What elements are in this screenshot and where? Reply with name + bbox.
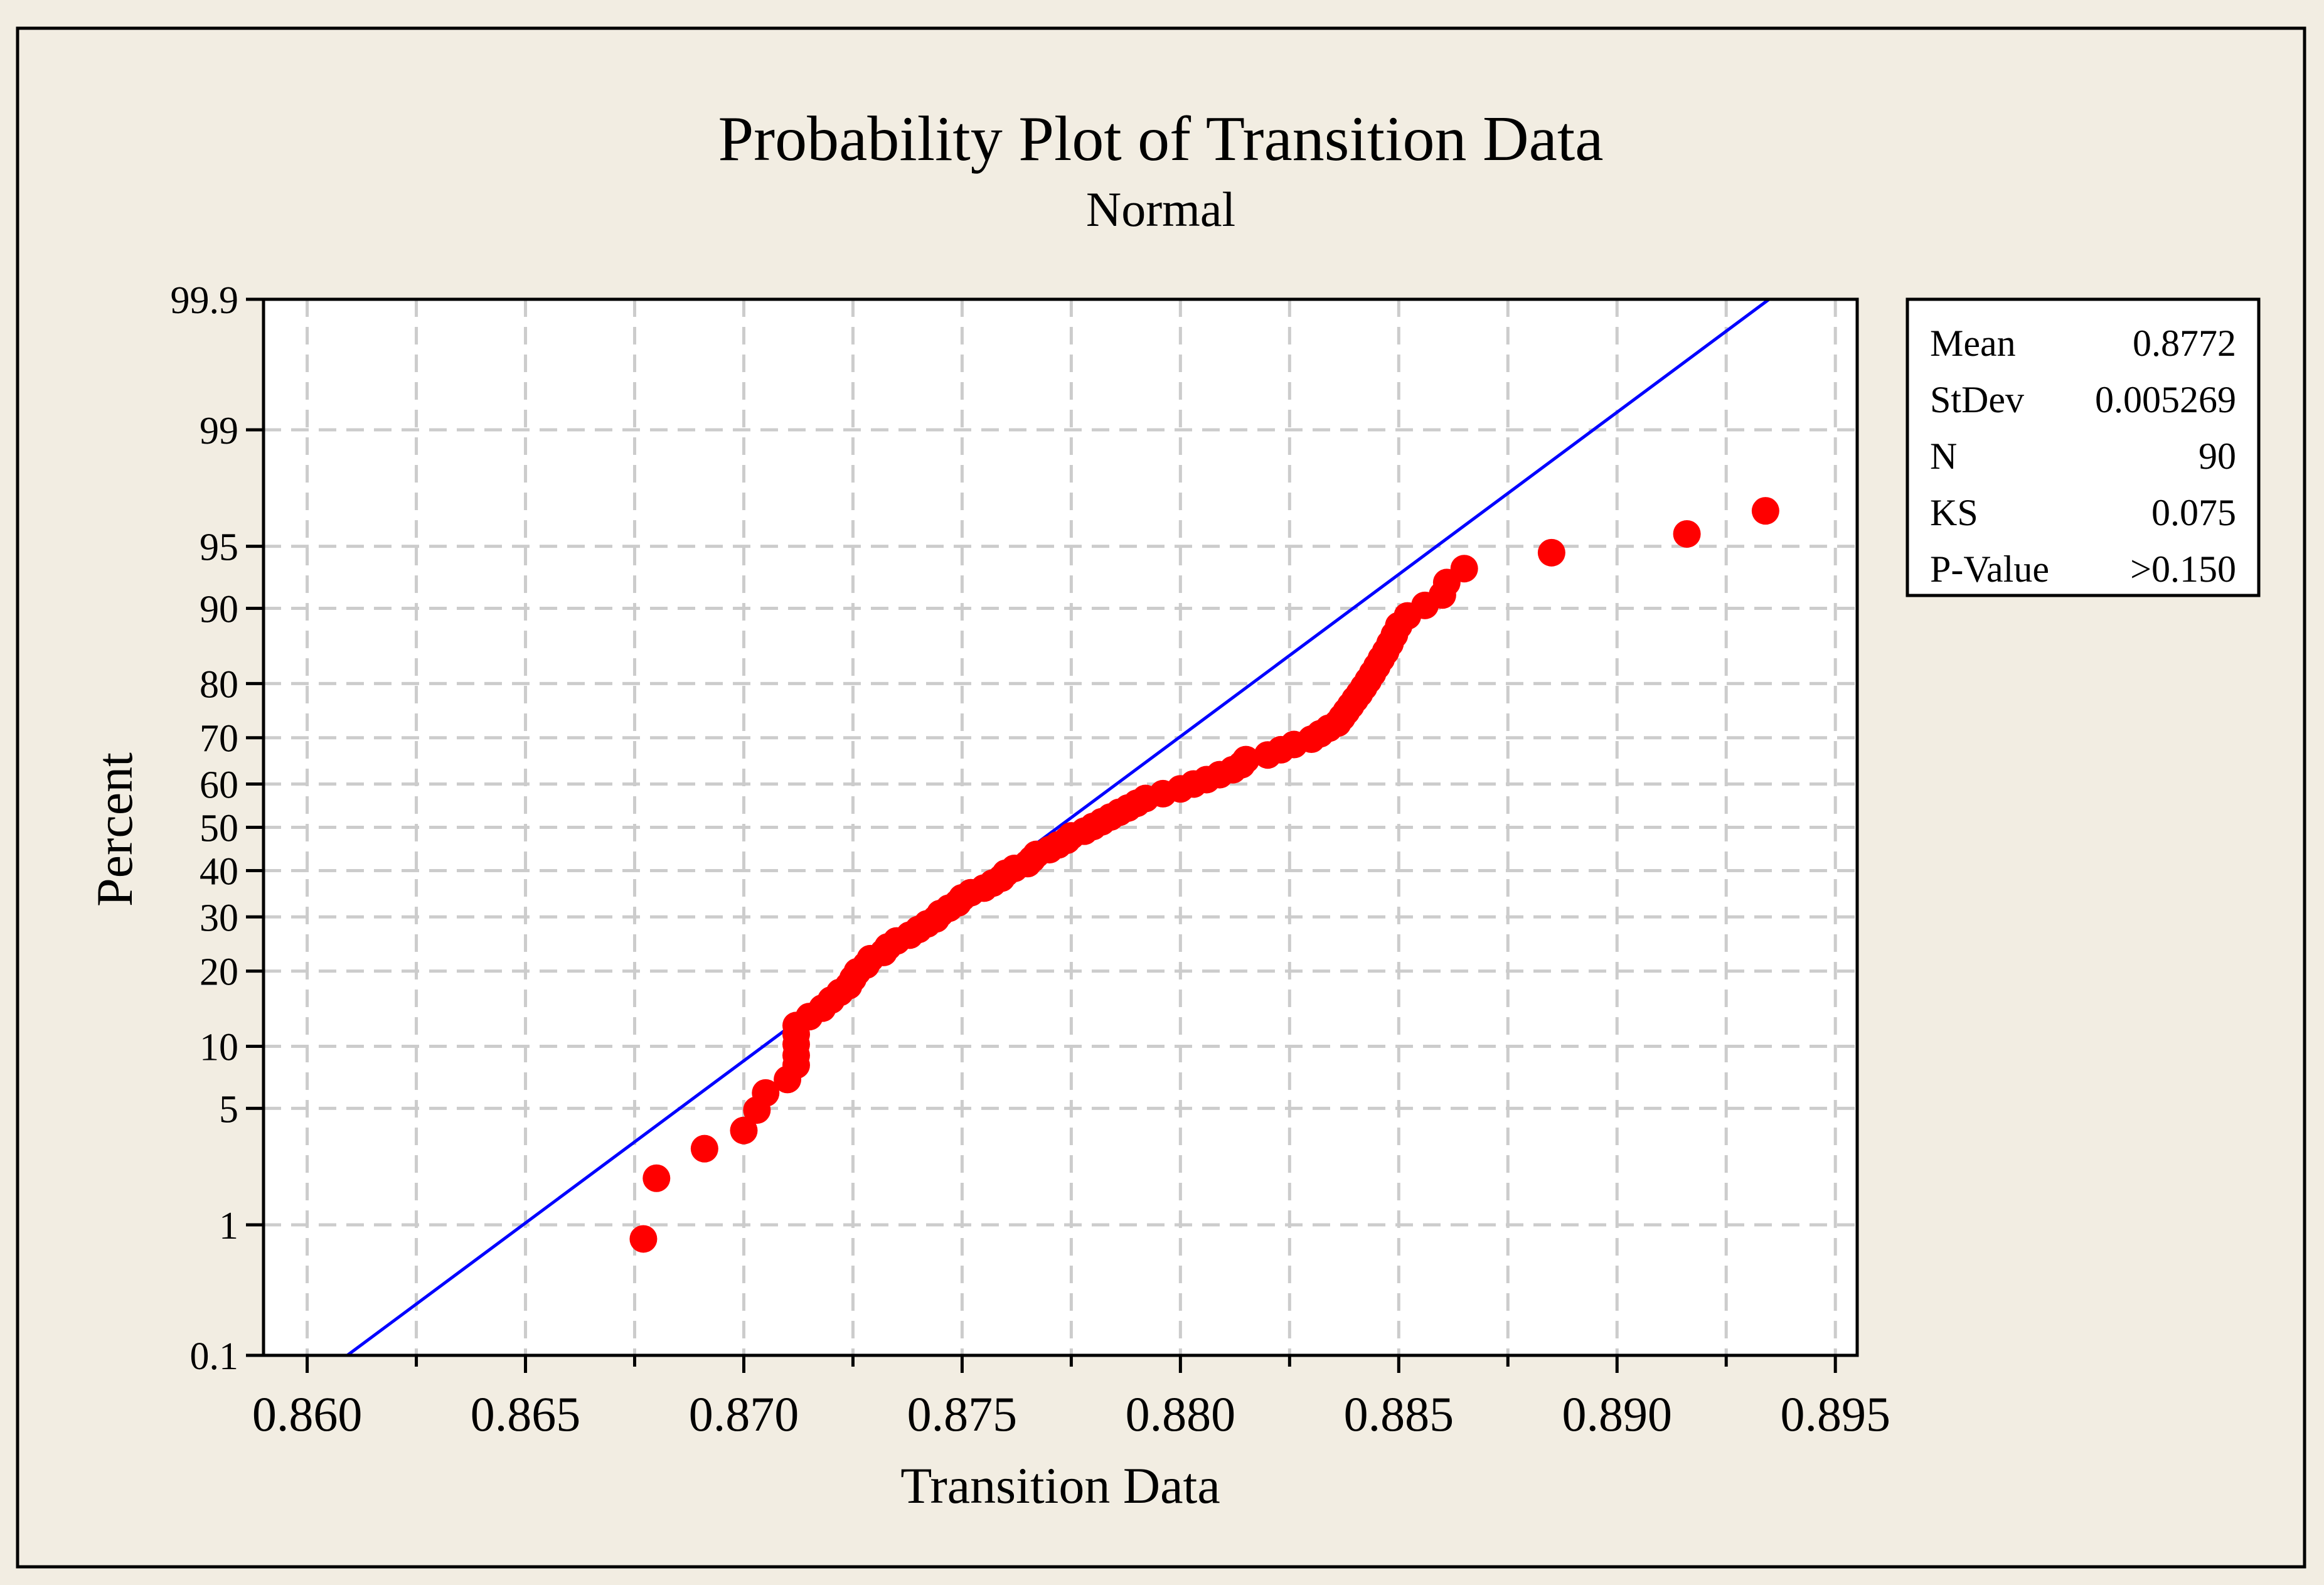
y-tick-label: 20 bbox=[200, 951, 238, 994]
y-tick-label: 40 bbox=[200, 850, 238, 893]
fit-line bbox=[346, 297, 1771, 1357]
grid bbox=[264, 299, 1857, 1355]
stats-value: >0.150 bbox=[2130, 548, 2236, 590]
stats-value: 0.075 bbox=[2151, 492, 2236, 533]
y-tick-label: 30 bbox=[200, 897, 238, 939]
stats-label: N bbox=[1930, 435, 1957, 477]
outer-frame bbox=[16, 26, 2306, 1569]
stats-label: StDev bbox=[1930, 379, 2024, 420]
x-axis: 0.860 0.865 0.870 0.875 0.880 0.885 0.890 0.895 bbox=[252, 1355, 1890, 1441]
x-tick-label: 0.865 bbox=[471, 1387, 581, 1441]
data-point bbox=[752, 1079, 780, 1107]
data-point bbox=[629, 1225, 658, 1253]
x-tick-label: 0.885 bbox=[1344, 1387, 1454, 1441]
y-tick-label: 5 bbox=[219, 1088, 238, 1131]
stats-label: Mean bbox=[1930, 323, 2016, 364]
x-tick-label: 0.880 bbox=[1126, 1387, 1236, 1441]
y-tick-label: 90 bbox=[200, 589, 238, 631]
data-point bbox=[642, 1164, 671, 1192]
y-tick-label: 95 bbox=[200, 526, 238, 569]
y-axis-label: Percent bbox=[86, 752, 143, 907]
stats-box: Mean 0.8772 StDev 0.005269 N 90 KS 0.075 P-Value… bbox=[1906, 297, 2261, 597]
stats-box-frame bbox=[1906, 297, 2261, 597]
y-tick-label: 99 bbox=[200, 410, 238, 452]
chart-title: Probability Plot of Transition Data bbox=[718, 104, 1603, 174]
y-tick-label: 0.1 bbox=[190, 1335, 239, 1378]
x-axis-label: Transition Data bbox=[900, 1457, 1220, 1514]
x-tick-label: 0.895 bbox=[1780, 1387, 1890, 1441]
y-tick-label: 80 bbox=[200, 663, 238, 706]
y-tick-label: 50 bbox=[200, 808, 238, 850]
y-tick-label: 60 bbox=[200, 764, 238, 807]
stats-value: 0.005269 bbox=[2095, 379, 2236, 420]
data-point bbox=[730, 1116, 758, 1145]
fit-line-layer bbox=[346, 297, 1771, 1357]
x-tick-label: 0.870 bbox=[689, 1387, 799, 1441]
data-point bbox=[690, 1134, 718, 1163]
data-points bbox=[629, 497, 1779, 1253]
chart-subtitle: Normal bbox=[1086, 182, 1235, 237]
stats-label: KS bbox=[1930, 492, 1978, 533]
stats-label: P-Value bbox=[1930, 548, 2049, 590]
data-point bbox=[1537, 538, 1565, 567]
x-tick-label: 0.875 bbox=[907, 1387, 1018, 1441]
data-point bbox=[1751, 497, 1779, 525]
y-tick-label: 10 bbox=[200, 1026, 238, 1069]
y-tick-label: 70 bbox=[200, 718, 238, 760]
y-tick-label: 99.9 bbox=[171, 279, 239, 322]
data-point bbox=[1450, 555, 1478, 583]
data-point bbox=[1673, 520, 1701, 548]
x-tick-label: 0.890 bbox=[1562, 1387, 1673, 1441]
stats-value: 90 bbox=[2199, 435, 2236, 477]
y-tick-label: 1 bbox=[219, 1205, 238, 1247]
data-point bbox=[1232, 745, 1260, 774]
stats-value: 0.8772 bbox=[2133, 323, 2236, 364]
x-tick-label: 0.860 bbox=[252, 1387, 363, 1441]
